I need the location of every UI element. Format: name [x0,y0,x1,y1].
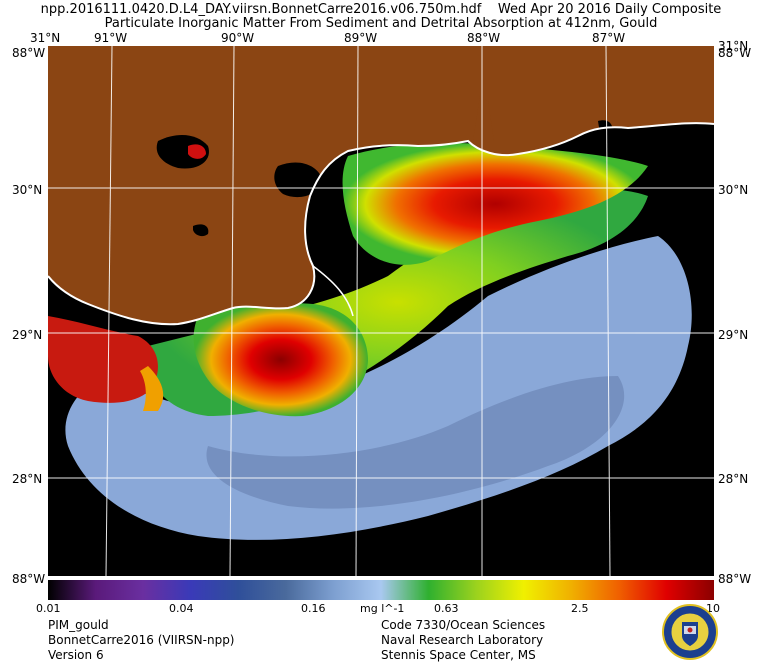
colorbar-units: mg l^-1 [360,602,405,615]
corner-label-top-right-lon: 88°W [718,46,752,60]
plume-delta [193,303,368,417]
plume-west [48,316,158,403]
title-line-2: Particulate Inorganic Matter From Sedime… [104,16,658,31]
footer-location: Stennis Space Center, MS [381,648,536,662]
plume-west-edge [140,366,164,411]
lat-label-right-28: 28°N [718,472,749,486]
land-lake-small [193,224,209,237]
corner-label-top-left-lon: 88°W [12,46,46,60]
corner-label-bottom-right: 88°W [718,572,752,586]
graticule [48,46,714,576]
colorbar-tick-10: 10 [706,602,720,615]
map-canvas [48,46,714,576]
lat-label-right-29: 29°N [718,328,749,342]
colorbar-tick-0.16: 0.16 [301,602,326,615]
land-bay-dark [156,134,209,169]
footer-product: PIM_gould [48,618,109,632]
footer-version: Version 6 [48,648,104,662]
colorbar-tick-2.5: 2.5 [571,602,589,615]
land-bay-red [188,144,206,159]
footer-code: Code 7330/Ocean Sciences [381,618,546,632]
map-panel[interactable] [48,46,714,576]
footer-lab: Naval Research Laboratory [381,633,544,647]
lat-label-right-30: 30°N [718,183,749,197]
corner-label-top-right: 31°N [718,39,749,53]
footer-dataset: BonnetCarre2016 (VIIRSN-npp) [48,633,235,647]
lon-label-top-91: 91°W [94,31,128,45]
colorbar-tick-0.01: 0.01 [36,602,61,615]
plume-east [342,143,648,265]
colorbar-tick-0.04: 0.04 [169,602,194,615]
lon-label-top-87: 87°W [592,31,626,45]
land-peninsula [473,96,494,141]
lat-label-left-30: 30°N [12,183,43,197]
lon-label-top-89: 89°W [344,31,378,45]
title-line-1: npp.2016111.0420.D.L4_DAY.viirsn.BonnetC… [40,2,722,17]
lat-label-left-28: 28°N [12,472,43,486]
coastline [48,122,714,326]
lon-label-top-90: 90°W [221,31,255,45]
corner-label-top-left: 31°N [30,31,61,45]
lon-label-top-88: 88°W [467,31,501,45]
colorbar [48,580,714,600]
lat-label-left-29: 29°N [12,328,43,342]
offshore-water-deep [206,376,625,509]
corner-label-bottom-left: 88°W [12,572,46,586]
river-outline [312,265,354,317]
land-mass [48,46,714,325]
colorbar-tick-0.63: 0.63 [434,602,459,615]
nrl-seal-logo [662,604,718,660]
